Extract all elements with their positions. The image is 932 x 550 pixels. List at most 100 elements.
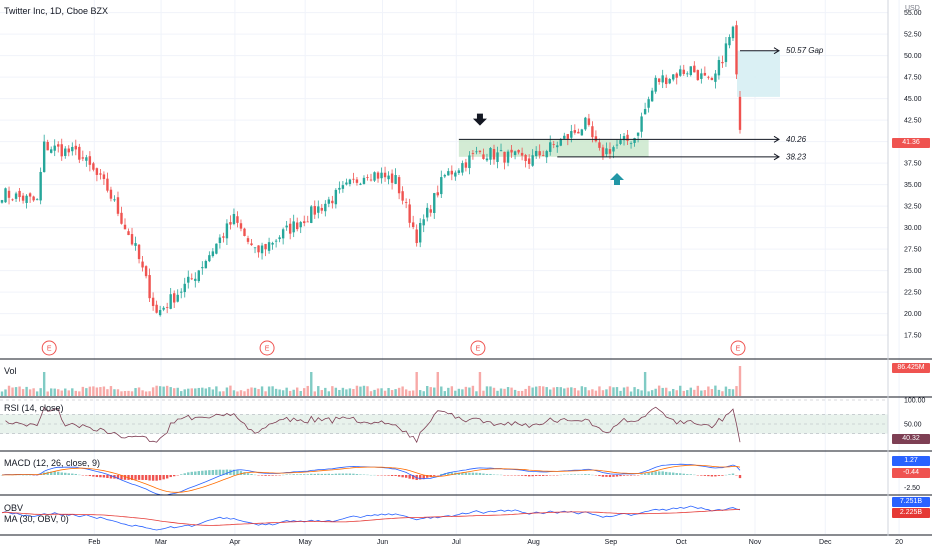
price-tick-label-2: 50.00 (904, 53, 922, 60)
volume-bar (176, 387, 179, 396)
macd-histogram-bar (324, 473, 327, 475)
candle-body (559, 139, 562, 146)
candle-body (208, 255, 211, 262)
candle-body (0, 200, 4, 203)
x-tick-label-7: Sep (605, 539, 618, 546)
macd-histogram-bar (672, 472, 675, 475)
candle-body (436, 192, 439, 196)
macd-histogram-bar (50, 471, 53, 475)
volume-bar (570, 387, 573, 396)
candle-body (380, 172, 383, 179)
arrow-up-marker (610, 173, 624, 185)
candle-body (92, 163, 95, 170)
macd-histogram-bar (464, 472, 468, 475)
volume-bar (419, 390, 422, 396)
obv-line (1, 505, 741, 531)
candle-body (127, 231, 130, 236)
macd-histogram-bar (310, 473, 313, 475)
volume-bar (411, 390, 415, 396)
volume-bar (506, 387, 510, 396)
candle-body (155, 304, 158, 313)
earnings-label-0: E (47, 346, 52, 353)
candle-body (222, 236, 225, 238)
candle-body (485, 158, 489, 161)
candle-body (735, 25, 738, 75)
volume-bar (123, 391, 127, 396)
candle-body (74, 145, 77, 150)
macd-histogram-bar (468, 472, 471, 475)
volume-bar (85, 388, 88, 396)
macd-histogram-bar (53, 471, 56, 475)
candle-body (478, 150, 482, 152)
macd-histogram-bar (285, 474, 288, 475)
volume-bar (331, 386, 334, 396)
macd-histogram-bar (580, 474, 584, 475)
candle-body (134, 243, 137, 246)
macd-histogram-bar (313, 473, 316, 475)
volume-bar (14, 387, 18, 396)
candle-body (503, 151, 506, 163)
macd-histogram-bar (109, 475, 113, 479)
volume-bar (338, 389, 341, 396)
volume-bar (615, 387, 619, 396)
candle-body (362, 177, 366, 184)
macd-histogram-bar (71, 473, 74, 475)
macd-histogram-bar (643, 473, 647, 475)
candle-body (243, 228, 246, 236)
candle-body (313, 206, 316, 215)
price-tick-label-14: 20.00 (904, 311, 922, 318)
volume-bar (696, 385, 700, 396)
volume-bar (71, 388, 74, 396)
signal-last-tag: -0.44 (892, 468, 930, 478)
volume-bar (517, 390, 520, 396)
candle-body (545, 151, 548, 158)
candle-body (194, 278, 197, 281)
volume-bar (587, 390, 591, 396)
candle-body (584, 117, 587, 130)
candle-body (689, 66, 692, 75)
candle-body (707, 76, 710, 78)
candle-body (278, 237, 281, 240)
volume-bar (299, 391, 302, 396)
candle-body (612, 147, 615, 152)
price-tick-label-4: 45.00 (904, 96, 922, 103)
candle-body (464, 162, 468, 168)
macd-histogram-bar (116, 475, 120, 480)
macd-histogram-bar (215, 469, 218, 475)
macd-histogram-bar (271, 475, 274, 476)
volume-bar (563, 388, 566, 396)
volume-bar (57, 389, 60, 396)
volume-bar (288, 390, 292, 396)
volume-bar (253, 387, 257, 396)
volume-bar (728, 388, 731, 396)
candle-body (173, 293, 176, 303)
volume-bar (169, 387, 172, 396)
candle-body (510, 149, 513, 153)
macd-histogram-bar (422, 475, 425, 479)
macd-histogram-bar (433, 475, 436, 476)
macd-histogram-bar (355, 474, 359, 475)
volume-bar (278, 389, 281, 396)
volume-bar (556, 386, 559, 396)
candle-body (264, 243, 267, 250)
volume-bar (246, 388, 250, 396)
volume-bar (440, 386, 443, 396)
volume-bar (7, 385, 11, 396)
volume-bar (647, 391, 650, 396)
volume-bar (380, 388, 383, 396)
volume-bar (447, 387, 450, 396)
volume-bar (545, 387, 548, 396)
macd-histogram-bar (134, 475, 137, 480)
volume-bar (594, 390, 598, 396)
volume-bar (155, 385, 158, 396)
macd-histogram-bar (527, 475, 531, 477)
candle-body (524, 154, 527, 162)
macd-histogram-bar (573, 474, 577, 475)
volume-bar (724, 386, 728, 396)
obv-ma-last-tag: 2.225B (892, 508, 930, 518)
volume-bar (25, 386, 28, 396)
level-arrowhead-0 (773, 135, 780, 143)
candle-body (274, 240, 278, 242)
candle-body (151, 297, 155, 306)
